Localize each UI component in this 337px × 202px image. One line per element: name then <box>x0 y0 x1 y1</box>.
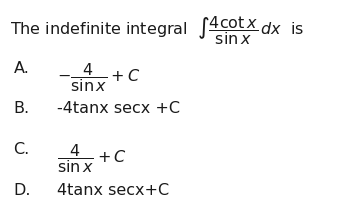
Text: C.: C. <box>13 141 30 156</box>
Text: B.: B. <box>13 101 30 116</box>
Text: -4tanx secx +C: -4tanx secx +C <box>57 101 180 116</box>
Text: $\dfrac{4}{\sin x}+C$: $\dfrac{4}{\sin x}+C$ <box>57 141 127 174</box>
Text: A.: A. <box>13 61 29 76</box>
Text: 4tanx secx+C: 4tanx secx+C <box>57 182 170 197</box>
Text: D.: D. <box>13 182 31 197</box>
Text: $-\dfrac{4}{\sin x}+C$: $-\dfrac{4}{\sin x}+C$ <box>57 61 141 94</box>
Text: The indefinite integral  $\int\dfrac{4\cot x}{\sin x}\,dx$  is: The indefinite integral $\int\dfrac{4\co… <box>10 14 305 47</box>
